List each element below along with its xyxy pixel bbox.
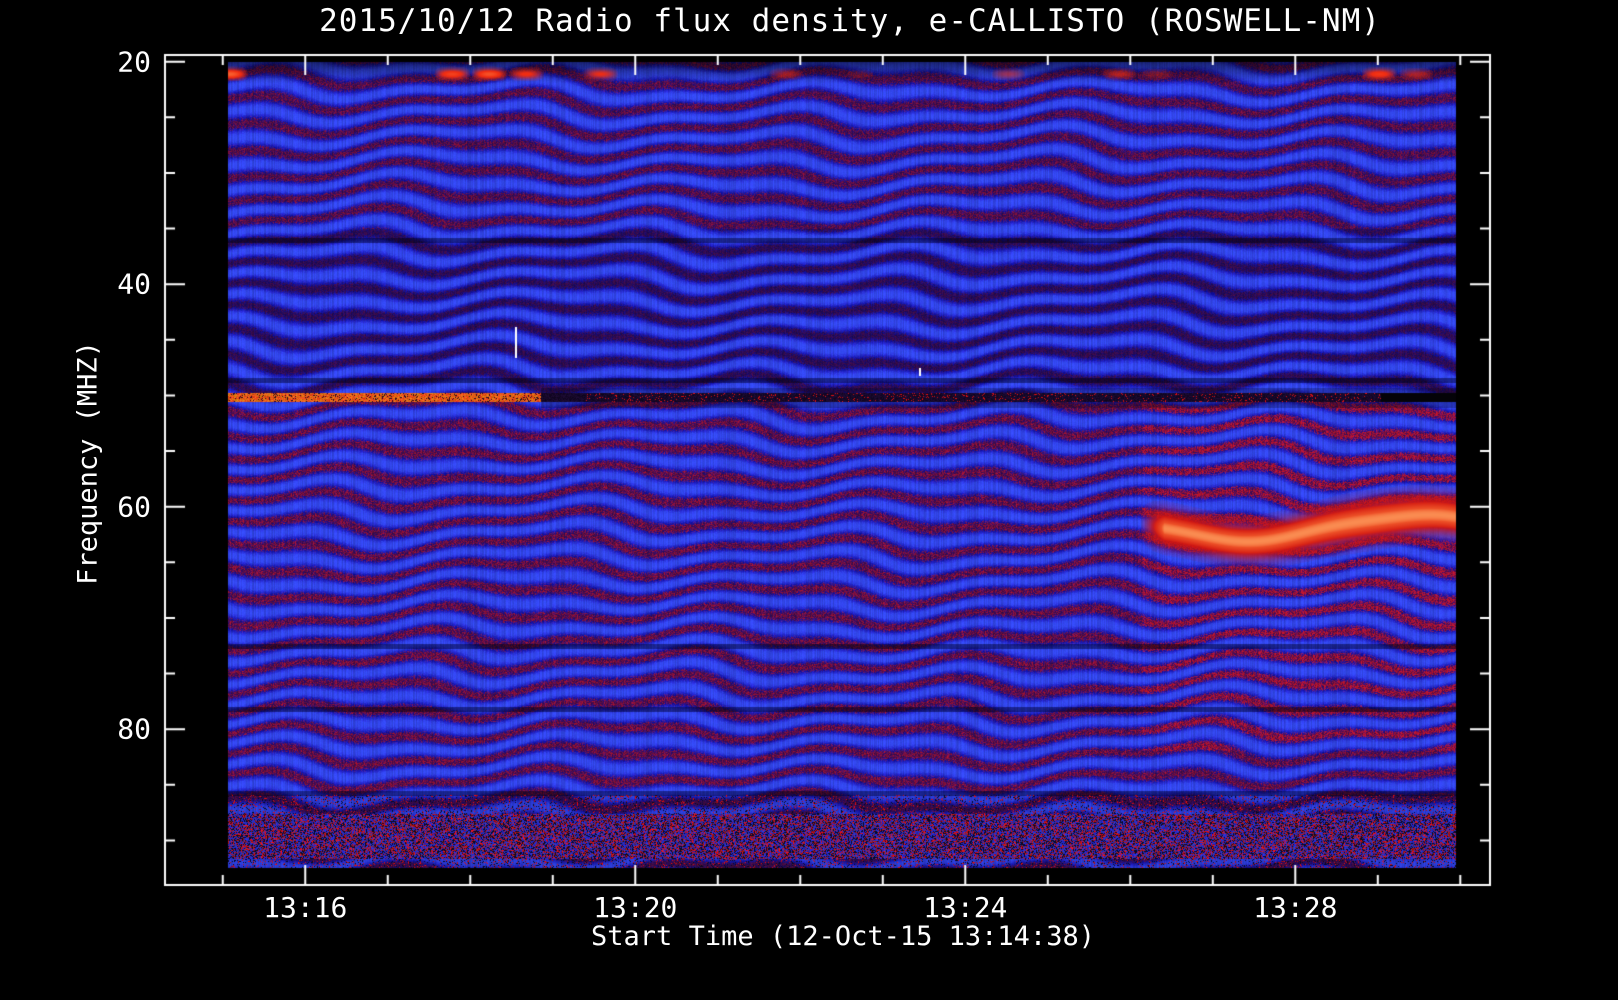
x-tick-label: 13:16 <box>263 891 348 924</box>
y-tick-label: 20 <box>117 45 151 79</box>
y-tick-label: 40 <box>117 267 151 301</box>
x-tick-label: 13:28 <box>1253 891 1338 924</box>
x-axis-label: Start Time (12-Oct-15 13:14:38) <box>591 921 1095 952</box>
y-tick-label: 60 <box>117 490 151 524</box>
y-tick-label: 80 <box>117 712 151 746</box>
x-tick-label: 13:20 <box>593 891 678 924</box>
y-axis-label: Frequency (MHZ) <box>72 341 104 585</box>
x-tick-label: 13:24 <box>923 891 1008 924</box>
chart-title: 2015/10/12 Radio flux density, e-CALLIST… <box>319 3 1381 39</box>
